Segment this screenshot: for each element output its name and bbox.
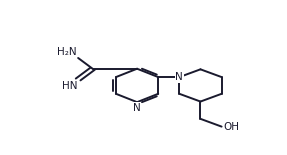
Text: HN: HN [61,81,77,91]
Text: OH: OH [224,122,240,132]
Text: H₂N: H₂N [57,47,77,57]
Text: N: N [133,103,141,113]
Text: N: N [175,72,183,82]
